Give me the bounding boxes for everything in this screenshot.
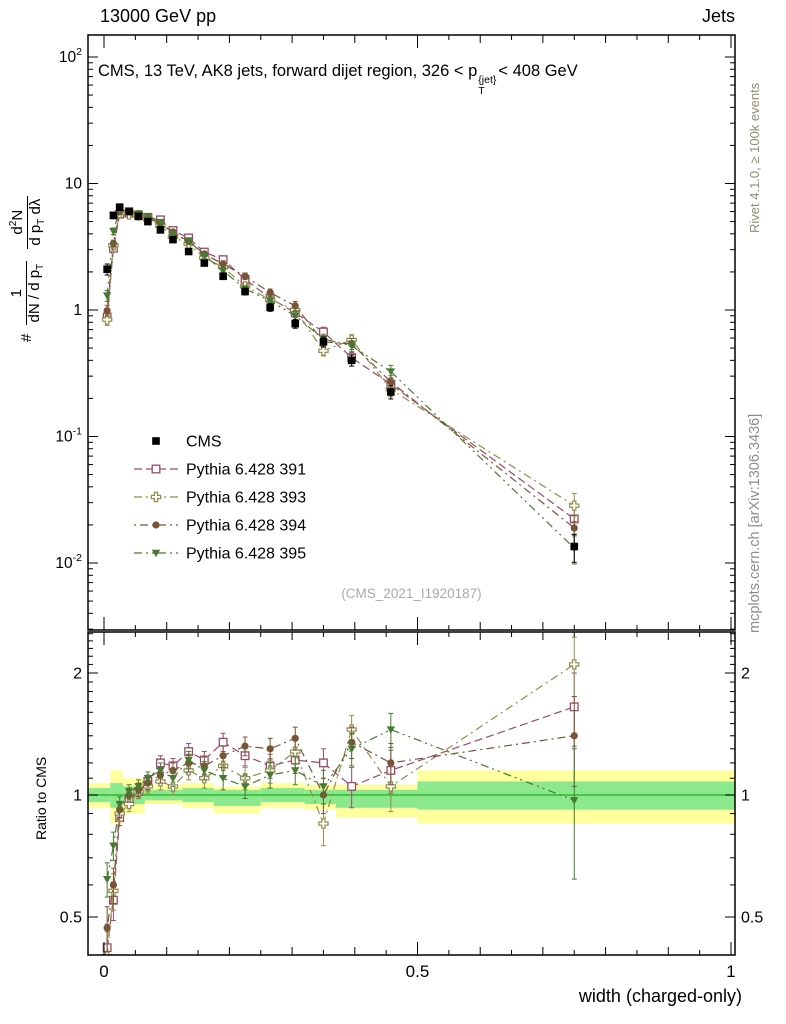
- svg-text:0.5: 0.5: [741, 910, 763, 927]
- plot-title: CMS, 13 TeV, AK8 jets, forward dijet reg…: [98, 62, 578, 97]
- jets-label: Jets: [701, 6, 735, 26]
- main-panel-series: [101, 203, 580, 565]
- legend-entry-4: Pythia 6.428 395: [134, 546, 306, 563]
- ylabel-f1-denominator: dN / d pT: [25, 263, 46, 323]
- svg-text:0.5: 0.5: [406, 962, 430, 981]
- plot-title-suffix: < 408 GeV: [498, 62, 578, 80]
- plot-frames: [87, 34, 736, 956]
- svg-text:Pythia 6.428 395: Pythia 6.428 395: [186, 546, 306, 563]
- svg-text:2: 2: [741, 665, 750, 682]
- ylabel-f2-numerator: d2N: [8, 195, 28, 249]
- series-ratio-3: [103, 695, 578, 953]
- main-y-axis-label: # 1 dN / d pT d2N d pT dλ: [8, 192, 47, 342]
- series-main-0: [103, 203, 579, 563]
- svg-text:CMS: CMS: [186, 434, 222, 451]
- svg-text:1: 1: [726, 962, 735, 981]
- pt-subscript: T: [478, 85, 485, 98]
- svg-text:1: 1: [73, 302, 82, 319]
- ylabel-f1-numerator: 1: [8, 260, 27, 326]
- svg-text:10-2: 10-2: [55, 552, 82, 572]
- pt-superscript: {jet}: [478, 74, 497, 86]
- analysis-id-watermark: (CMS_2021_I1920187): [341, 586, 482, 601]
- tick-labels: 102 10 1 10-1 10-2 2 2 1 1 0.5 0.5 0 0.5 1: [55, 46, 763, 981]
- svg-text:1: 1: [741, 788, 750, 805]
- mcplots-credit-label: mcplots.cern.ch [arXiv:1306.3436]: [747, 413, 763, 633]
- pt-superscript-stack: {jet} T: [478, 74, 497, 98]
- axis-ticks: [88, 35, 735, 955]
- svg-text:10: 10: [65, 176, 83, 193]
- svg-text:10-1: 10-1: [55, 426, 82, 446]
- svg-text:1: 1: [73, 788, 82, 805]
- legend-entry-1: Pythia 6.428 391: [134, 462, 306, 479]
- ylabel-hash: #: [18, 333, 36, 342]
- series-main-4: [102, 206, 579, 565]
- x-axis-title: width (charged-only): [578, 986, 742, 1006]
- plot-title-prefix: CMS, 13 TeV, AK8 jets, forward dijet reg…: [98, 62, 478, 80]
- ylabel-f2-denominator: d pT dλ: [26, 198, 47, 246]
- ratio-panel-series: [101, 636, 580, 955]
- svg-text:102: 102: [59, 46, 82, 66]
- series-ratio-4: [102, 712, 579, 898]
- svg-text:0.5: 0.5: [60, 910, 82, 927]
- series-main-2: [101, 207, 580, 522]
- svg-text:0: 0: [99, 962, 108, 981]
- beam-energy-label: 13000 GeV pp: [100, 6, 217, 26]
- series-ratio-1: [102, 672, 579, 955]
- series-main-3: [103, 207, 578, 545]
- svg-text:Pythia 6.428 393: Pythia 6.428 393: [186, 490, 306, 507]
- legend-entry-2: Pythia 6.428 393: [134, 490, 306, 507]
- legend-entry-3: Pythia 6.428 394: [134, 518, 306, 535]
- series-main-1: [102, 208, 579, 536]
- ratio-uncertainty-bands: [88, 770, 735, 824]
- legend: CMS Pythia 6.428 391 Pythia 6.428 393 Pythi…: [134, 434, 306, 563]
- svg-text:2: 2: [73, 665, 82, 682]
- svg-text:Pythia 6.428 391: Pythia 6.428 391: [186, 462, 306, 479]
- svg-text:Pythia 6.428 394: Pythia 6.428 394: [186, 518, 306, 535]
- ylabel-fraction-1: 1 dN / d pT: [8, 260, 46, 326]
- rivet-version-label: Rivet 4.1.0, ≥ 100k events: [747, 82, 762, 233]
- legend-entry-0: CMS: [152, 434, 222, 451]
- ratio-y-axis-label: Ratio to CMS: [33, 756, 49, 840]
- ylabel-fraction-2: d2N d pT dλ: [8, 195, 47, 249]
